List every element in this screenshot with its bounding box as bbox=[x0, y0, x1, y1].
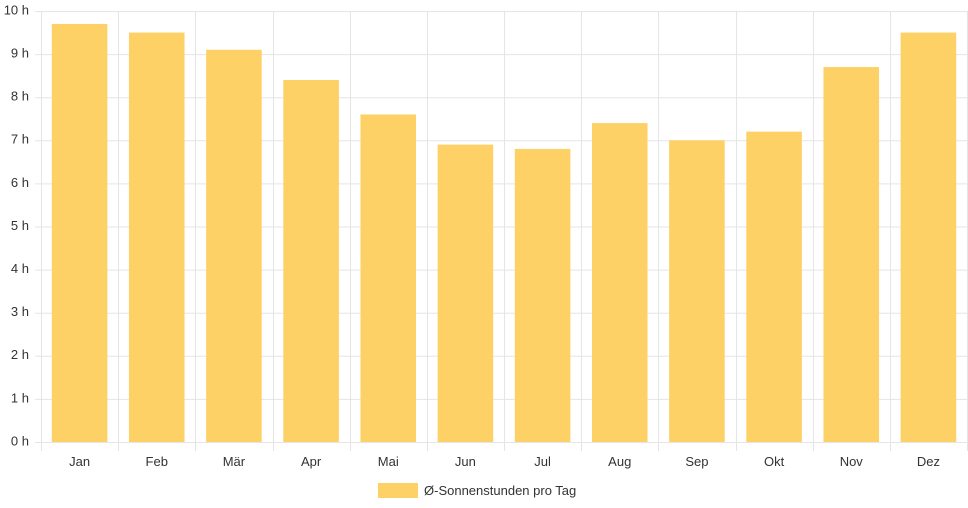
x-tick-label: Dez bbox=[917, 454, 940, 469]
legend-swatch bbox=[378, 483, 418, 498]
x-tick-label: Jun bbox=[455, 454, 476, 469]
bar-mai[interactable] bbox=[360, 114, 417, 442]
bars bbox=[51, 23, 957, 443]
bar-jun[interactable] bbox=[437, 144, 494, 443]
y-axis-ticks: 0 h 1 h 2 h 3 h 4 h 5 h 6 h 7 h 8 h 9 h 10 h bbox=[4, 2, 29, 448]
bar-feb[interactable] bbox=[128, 32, 185, 443]
bar-mär[interactable] bbox=[206, 49, 262, 442]
bar-jul[interactable] bbox=[514, 148, 571, 443]
x-tick-label: Apr bbox=[301, 454, 322, 469]
y-tick-label: 8 h bbox=[11, 89, 29, 104]
bar-okt[interactable] bbox=[746, 131, 802, 442]
y-tick-label: 7 h bbox=[11, 132, 29, 147]
bar-sep[interactable] bbox=[669, 140, 725, 443]
x-tick-label: Jul bbox=[534, 454, 551, 469]
y-tick-label: 3 h bbox=[11, 304, 29, 319]
y-tick-label: 1 h bbox=[11, 390, 29, 405]
y-tick-label: 4 h bbox=[11, 261, 29, 276]
y-tick-label: 5 h bbox=[11, 218, 29, 233]
bar-dez[interactable] bbox=[900, 32, 957, 443]
bar-nov[interactable] bbox=[823, 67, 880, 442]
bar-aug[interactable] bbox=[591, 123, 648, 442]
legend[interactable]: Ø-Sonnenstunden pro Tag bbox=[378, 482, 576, 499]
bar-jan[interactable] bbox=[51, 23, 108, 443]
x-tick-label: Okt bbox=[764, 454, 785, 469]
x-tick-label: Jan bbox=[69, 454, 90, 469]
x-tick-label: Aug bbox=[608, 454, 631, 469]
y-tick-label: 6 h bbox=[11, 175, 29, 190]
y-tick-label: 2 h bbox=[11, 347, 29, 362]
x-axis-ticks: Jan Feb Mär Apr Mai Jun Jul Aug Sep Okt Nov Dez bbox=[69, 454, 940, 469]
y-tick-label: 0 h bbox=[11, 433, 29, 448]
x-tick-label: Mai bbox=[378, 454, 399, 469]
legend-label: Ø-Sonnenstunden pro Tag bbox=[424, 483, 577, 498]
y-tick-label: 9 h bbox=[11, 46, 29, 61]
bar-apr[interactable] bbox=[283, 79, 339, 443]
x-tick-label: Feb bbox=[146, 454, 168, 469]
x-tick-label: Nov bbox=[840, 454, 864, 469]
grid-lines bbox=[35, 11, 968, 451]
y-tick-label: 10 h bbox=[4, 2, 29, 17]
x-tick-label: Mär bbox=[223, 454, 246, 469]
x-tick-label: Sep bbox=[685, 454, 708, 469]
